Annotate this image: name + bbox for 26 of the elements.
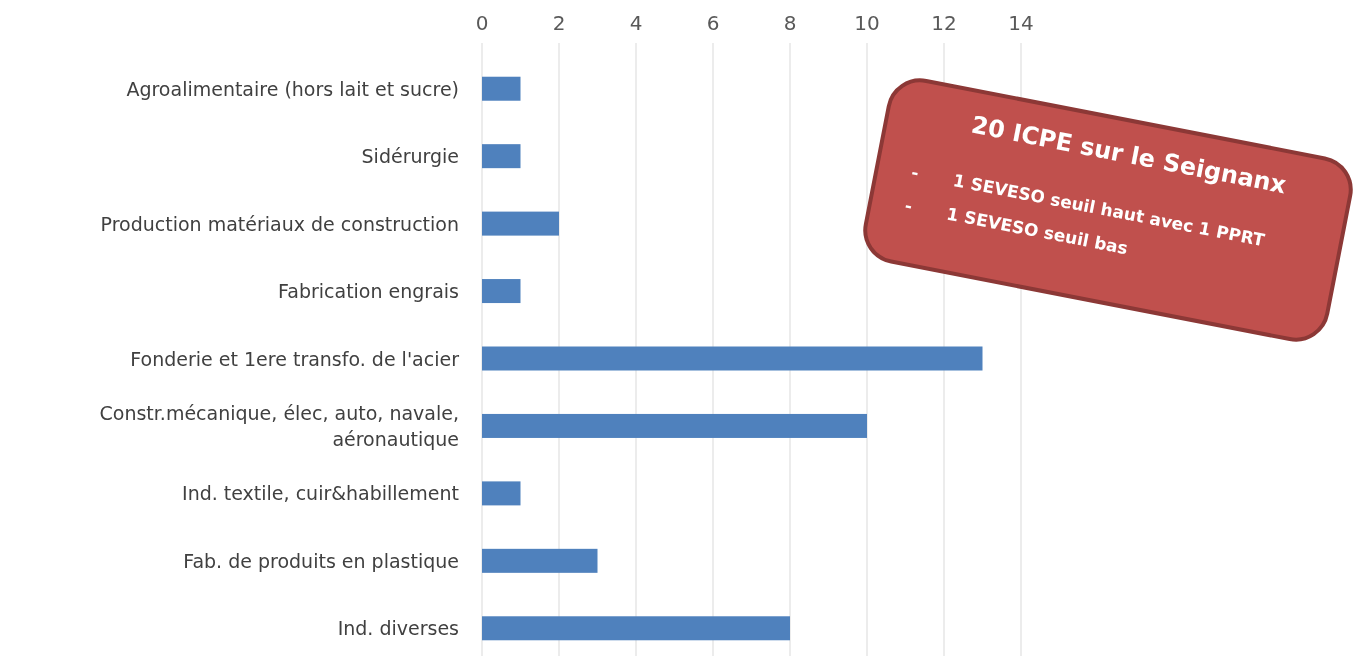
x-tick-label: 6	[706, 11, 720, 35]
x-tick-label: 0	[475, 11, 489, 35]
x-tick-label: 14	[1008, 11, 1034, 35]
y-tick-label: Fabrication engrais	[278, 280, 459, 303]
bar	[482, 279, 521, 304]
x-tick-label: 2	[552, 11, 566, 35]
bar	[482, 481, 521, 506]
bar	[482, 346, 983, 371]
y-tick-label: Fonderie et 1ere transfo. de l'acier	[130, 347, 460, 370]
x-tick-label: 10	[854, 11, 880, 35]
y-tick-label: Ind. diverses	[337, 617, 459, 640]
y-tick-label: Constr.mécanique, élec, auto, navale, aéronautique	[99, 401, 459, 450]
x-tick-label: 8	[783, 11, 797, 35]
x-tick-label: 12	[931, 11, 957, 35]
x-tick-label: 4	[629, 11, 643, 35]
y-tick-label: Agroalimentaire (hors lait et sucre)	[126, 77, 459, 100]
bar	[482, 548, 598, 573]
y-tick-label: Fab. de produits en plastique	[183, 549, 459, 572]
y-tick-label: Sidérurgie	[361, 145, 459, 168]
bar	[482, 413, 867, 438]
bar	[482, 211, 559, 236]
bar	[482, 616, 790, 641]
y-tick-label: Ind. textile, cuir&habillement	[182, 482, 459, 505]
y-tick-label: Production matériaux de construction	[100, 212, 459, 235]
bar	[482, 76, 521, 101]
bar	[482, 144, 521, 169]
